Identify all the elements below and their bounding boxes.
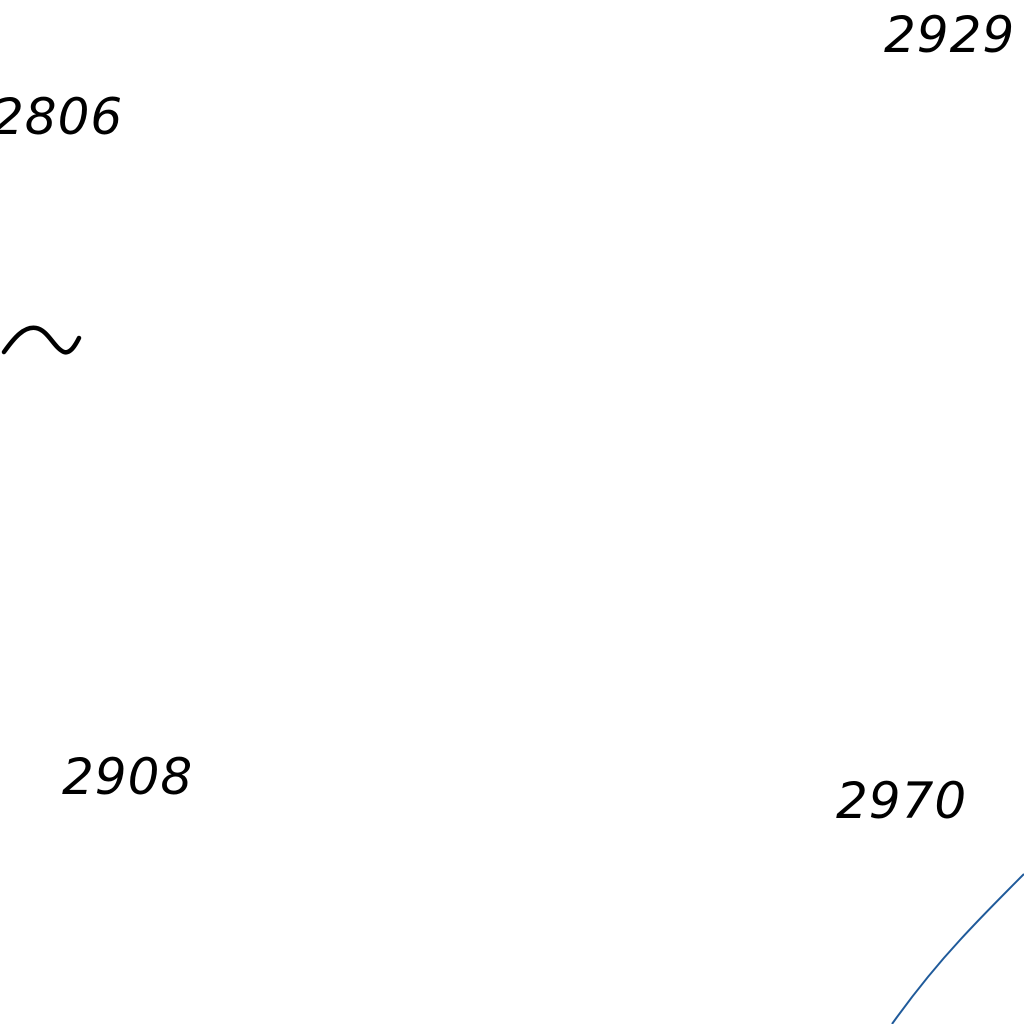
elevation-label-2806: 2806 xyxy=(0,88,124,146)
elevation-label-2970: 2970 xyxy=(836,772,968,830)
contour-line xyxy=(891,873,1024,1024)
elevation-label-2929: 2929 xyxy=(884,6,1016,64)
elevation-label-2908: 2908 xyxy=(62,748,194,806)
tilde-wave-icon xyxy=(1,325,82,355)
